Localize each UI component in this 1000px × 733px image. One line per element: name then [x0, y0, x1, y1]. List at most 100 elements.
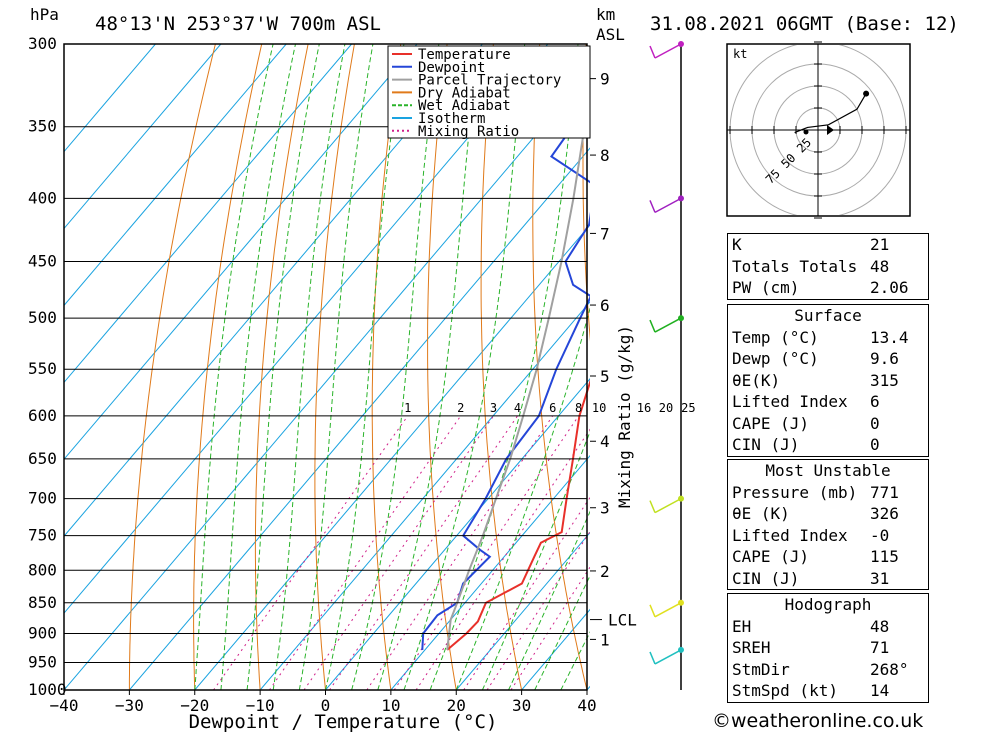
wind-barb: [654, 317, 682, 333]
mixing-ratio-line: [486, 530, 590, 690]
pressure-label: 800: [28, 560, 57, 579]
dry-adiabat-line: [427, 44, 457, 690]
isotherm-line: [64, 44, 352, 384]
pressure-label: 350: [28, 117, 57, 136]
wet-adiabat-line: [194, 44, 274, 690]
pressure-label: 1000: [28, 680, 67, 699]
dry-adiabat-line: [957, 44, 1000, 690]
wet-adiabat-line: [325, 44, 405, 690]
pressure-label: 700: [28, 489, 57, 508]
mu-cape-value: 115: [870, 547, 899, 566]
x-tick-label: −30: [115, 696, 144, 715]
x-axis-label: Dewpoint / Temperature (°C): [189, 711, 498, 733]
hodograph-kt-label: kt: [733, 47, 747, 61]
mixing-ratio-label: 1: [404, 401, 411, 415]
wind-barb: [654, 602, 682, 618]
pressure-label: 850: [28, 593, 57, 612]
mu-cin-value: 31: [870, 568, 890, 588]
legend-label: Dewpoint: [418, 60, 485, 76]
x-tick-label: 30: [512, 696, 531, 715]
surface-cin-label: CIN (J): [732, 435, 800, 454]
surface-dewp-value: 9.6: [870, 349, 899, 368]
stmspd-value: 14: [870, 681, 890, 700]
wind-barb: [654, 197, 682, 214]
lcl-label: LCL: [608, 611, 637, 630]
pressure-label: 950: [28, 652, 57, 671]
km-tick-label: 4: [600, 432, 610, 451]
mixing-ratio-line: [366, 415, 554, 690]
surface-cape-label: CAPE (J): [732, 413, 810, 433]
hodograph-box: Hodograph EH 48 SREH 71 StmDir 268° StmSpd …: [727, 593, 929, 703]
pressure-label: 300: [28, 34, 57, 53]
wind-barb: [654, 497, 682, 514]
mu-pressure-label: Pressure (mb): [732, 482, 858, 502]
surface-box: Surface Temp (°C) 13.4 Dewp (°C) 9.6 θE(K)…: [727, 304, 929, 457]
legend-box: [387, 45, 591, 139]
wind-barb-flag: [649, 200, 656, 213]
wet-adiabat-line: [508, 510, 590, 690]
wet-adiabat-line: [403, 44, 526, 690]
legend-label: Wet Adiabat: [418, 98, 511, 114]
pressure-label: 650: [28, 449, 57, 468]
datetime-title: 31.08.2021 06GMT (Base: 12): [650, 13, 959, 35]
sreh-value: 71: [870, 638, 890, 657]
mixing-ratio-label: 2: [457, 401, 464, 415]
surface-li-label: Lifted Index: [732, 392, 848, 411]
mu-li-label: Lifted Index: [732, 525, 848, 545]
legend-label: Dry Adiabat: [418, 85, 511, 101]
isotherm-line: [390, 454, 590, 690]
wet-adiabat-line: [351, 44, 440, 690]
tt-label: Totals Totals: [732, 256, 858, 276]
surface-thetae-value: 315: [870, 370, 899, 390]
series-parcel-trajectory: [446, 85, 590, 651]
wet-adiabat-line: [298, 44, 374, 690]
hodograph-title: Hodograph: [784, 595, 872, 614]
wind-barb-flag: [649, 604, 656, 618]
mixing-ratio-label: 3: [490, 401, 497, 415]
wind-barb-flag: [649, 319, 656, 333]
x-tick-label: −40: [50, 696, 79, 715]
pressure-label: 450: [28, 252, 57, 271]
x-tick-label: 40: [577, 696, 596, 715]
eh-value: 48: [870, 616, 890, 636]
pressure-label: 550: [28, 359, 57, 378]
mu-thetae-value: 326: [870, 504, 899, 523]
km-tick-label: 6: [600, 296, 610, 315]
legend-label: Isotherm: [418, 111, 485, 127]
mixing-ratio-label: 16: [637, 401, 651, 415]
legend-label: Temperature: [418, 47, 511, 63]
dry-adiabat-line: [371, 44, 402, 690]
asl-label: ASL: [596, 25, 625, 44]
surface-cin-value: 0: [870, 435, 880, 454]
mixing-ratio-label: 25: [681, 401, 695, 415]
wind-barb: [654, 43, 682, 59]
pw-label: PW (cm): [732, 278, 800, 297]
wind-barb-flag: [649, 45, 656, 59]
isotherm-line: [194, 224, 590, 690]
mixing-ratio-line: [303, 415, 494, 690]
hodograph-trace: [794, 93, 867, 134]
mixing-ratio-axis-label: Mixing Ratio (g/kg): [615, 325, 634, 508]
isotherm-line: [64, 44, 287, 307]
dry-adiabat-line: [532, 44, 588, 690]
mixing-ratio-line: [329, 415, 518, 690]
isotherm-line: [455, 531, 590, 690]
wet-adiabat-line: [534, 574, 590, 690]
wet-adiabat-line: [377, 44, 480, 690]
location-title: 48°13'N 253°37'W 700m ASL: [95, 13, 381, 35]
eh-label: EH: [732, 616, 752, 636]
hodograph-end-dot: [863, 90, 870, 97]
footer-link[interactable]: ©weatheronline.co.uk: [712, 710, 924, 732]
hodograph-storm-arrow: [827, 125, 834, 135]
mixing-ratio-line: [268, 415, 462, 690]
x-tick-label: 20: [447, 696, 466, 715]
surface-li-value: 6: [870, 392, 880, 411]
wet-adiabat-line: [246, 44, 320, 690]
pw-value: 2.06: [870, 278, 909, 297]
km-label: km: [596, 5, 615, 24]
isotherm-line: [325, 378, 590, 690]
dry-adiabat-line: [632, 44, 718, 690]
surface-temp-label: Temp (°C): [732, 327, 819, 347]
x-tick-label: −20: [180, 696, 209, 715]
wind-barb-flag: [649, 651, 656, 665]
